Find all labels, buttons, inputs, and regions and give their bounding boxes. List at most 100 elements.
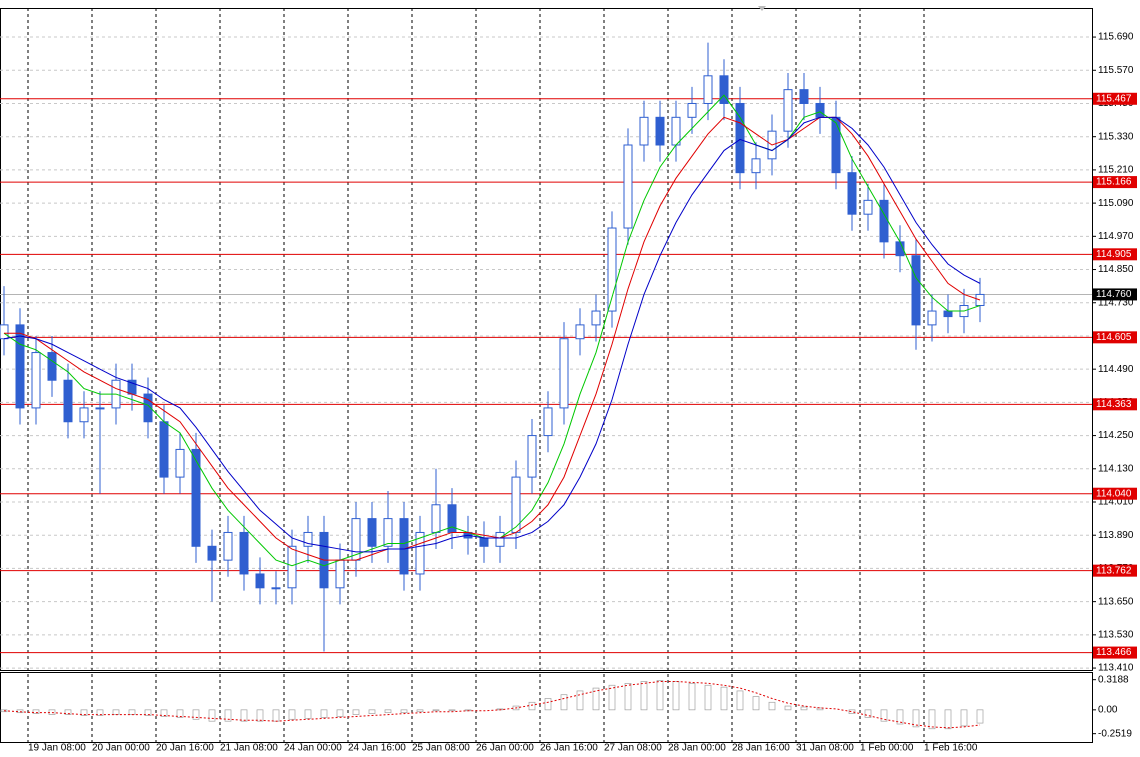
x-tick-label: 19 Jan 08:00	[28, 743, 86, 754]
level-label: 113.466	[1096, 647, 1132, 658]
histogram-bar	[592, 687, 600, 711]
candle-body	[0, 324, 9, 340]
candle-body	[287, 545, 297, 589]
y-tick-label: 115.570	[1098, 65, 1134, 76]
candle-body	[687, 102, 697, 118]
histogram-bar	[928, 709, 936, 730]
candle-body	[543, 407, 553, 437]
indicator-tick-label: 0.00	[1098, 704, 1118, 715]
candle-body	[335, 559, 345, 589]
histogram-bar	[208, 709, 216, 722]
level-label-box	[1093, 487, 1137, 500]
level-label: 114.363	[1096, 399, 1132, 410]
candle-body	[495, 531, 505, 547]
y-tick-label: 115.090	[1098, 198, 1134, 209]
x-tick-label: 28 Jan 00:00	[668, 743, 726, 754]
histogram-bar	[160, 709, 168, 717]
candle-body	[527, 435, 537, 478]
x-tick-label: 24 Jan 00:00	[284, 743, 342, 754]
candle-body	[191, 448, 201, 547]
histogram-bar	[320, 709, 328, 718]
price-label-box	[1093, 288, 1137, 301]
candle-body	[255, 573, 265, 589]
candle-body	[303, 531, 313, 547]
y-tick-label: 114.490	[1098, 364, 1134, 375]
candle-body	[79, 407, 89, 423]
y-tick-label: 115.690	[1098, 32, 1134, 43]
main-panel	[0, 8, 1093, 671]
candle-body	[143, 393, 153, 423]
y-tick-label: 115.210	[1098, 165, 1134, 176]
histogram-bar	[112, 709, 120, 715]
histogram-bar	[352, 709, 360, 715]
candle-body	[639, 116, 649, 146]
x-tick-label: 20 Jan 00:00	[92, 743, 150, 754]
histogram-bar	[224, 709, 232, 722]
x-tick-label: 24 Jan 16:00	[348, 743, 406, 754]
candle-body	[847, 172, 857, 215]
histogram-bar	[800, 706, 808, 711]
histogram-bar	[944, 709, 952, 730]
histogram-bar	[240, 709, 248, 722]
moving-average	[4, 116, 981, 561]
histogram-bar	[272, 709, 280, 722]
y-tick-label: 115.330	[1098, 131, 1134, 142]
histogram-bar	[544, 698, 552, 711]
candle-body	[783, 89, 793, 132]
candle-body	[239, 531, 249, 575]
y-tick-label: 114.970	[1098, 231, 1134, 242]
histogram-bar	[368, 709, 376, 714]
y-tick-label: 113.890	[1098, 530, 1134, 541]
candle-body	[175, 448, 185, 478]
x-tick-label: 1 Feb 00:00	[860, 743, 914, 754]
histogram-bar	[976, 709, 984, 724]
candle-body	[271, 587, 281, 590]
candle-body	[879, 199, 889, 243]
candle-body	[15, 324, 25, 409]
histogram-bar	[880, 709, 888, 722]
histogram-bar	[768, 701, 776, 711]
candle-body	[207, 545, 217, 561]
candle-body	[415, 531, 425, 575]
histogram-bar	[608, 684, 616, 711]
y-tick-label: 113.650	[1098, 596, 1134, 607]
histogram-bar	[672, 681, 680, 711]
histogram-bar	[752, 696, 760, 711]
candle-body	[831, 116, 841, 174]
x-tick-label: 25 Jan 08:00	[412, 743, 470, 754]
level-label: 115.166	[1096, 177, 1132, 188]
candle-body	[575, 324, 585, 340]
level-label-box	[1093, 176, 1137, 189]
x-tick-label: 26 Jan 00:00	[476, 743, 534, 754]
level-label: 114.905	[1096, 249, 1132, 260]
histogram-bar	[0, 709, 8, 713]
histogram-bar	[784, 705, 792, 711]
histogram-bar	[96, 709, 104, 716]
histogram-bar	[848, 709, 856, 714]
level-label-box	[1093, 564, 1137, 577]
y-tick-label: 113.530	[1098, 629, 1134, 640]
histogram-bar	[416, 709, 424, 713]
histogram-bar	[688, 683, 696, 711]
candle-body	[159, 421, 169, 478]
shift-marker	[758, 6, 766, 11]
candle-body	[559, 338, 569, 409]
level-label-box	[1093, 331, 1137, 344]
candle-body	[943, 310, 953, 318]
candle-body	[927, 310, 937, 326]
histogram-bar	[432, 709, 440, 712]
histogram-bar	[128, 709, 136, 715]
level-label-box	[1093, 646, 1137, 659]
level-label: 113.762	[1096, 565, 1132, 576]
candle-body	[431, 504, 441, 533]
histogram-bar	[720, 686, 728, 711]
histogram-bar	[144, 709, 152, 716]
candle-body	[399, 518, 409, 575]
indicator-tick-label: 0.3188	[1098, 674, 1129, 685]
level-label-box	[1093, 92, 1137, 105]
candle-body	[47, 352, 57, 381]
level-label: 114.040	[1096, 488, 1132, 499]
x-tick-label: 28 Jan 16:00	[732, 743, 790, 754]
histogram-bar	[656, 680, 664, 711]
